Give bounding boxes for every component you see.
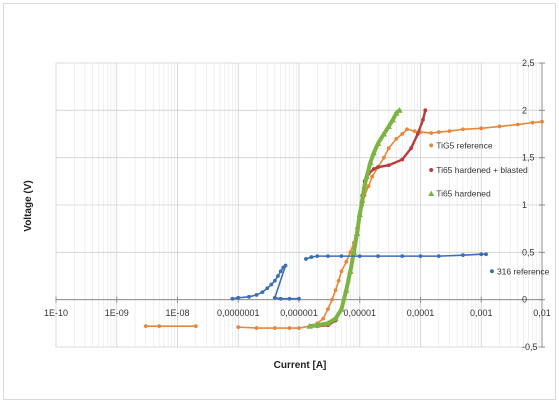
series-segment xyxy=(340,260,348,273)
series-segment xyxy=(357,198,365,217)
x-tick-label: 1E-09 xyxy=(105,308,129,318)
series-segment xyxy=(395,133,404,140)
series-segment xyxy=(327,298,333,310)
series-segment xyxy=(376,164,390,169)
series-segment xyxy=(360,184,367,203)
y-tick-label: 1,5 xyxy=(522,153,535,163)
series-segment xyxy=(437,254,464,257)
series-segment xyxy=(274,296,282,300)
y-tick-labels: -0,5 0 0,5 1 1,5 2 2,5 xyxy=(522,58,538,352)
series-segment xyxy=(498,123,519,128)
x-tick-label: 0,00001 xyxy=(343,308,376,318)
series-segment xyxy=(274,264,287,299)
series-segment xyxy=(409,132,419,150)
series-segment xyxy=(237,296,250,299)
series-segment xyxy=(331,289,337,301)
series-segment xyxy=(421,109,427,122)
series-segment xyxy=(364,160,373,179)
series-segment xyxy=(462,253,483,256)
x-axis-title: Current [A] xyxy=(274,360,327,371)
series-segment xyxy=(401,146,413,161)
y-tick-label: 1 xyxy=(522,200,527,210)
x-tick-label: 0,0001 xyxy=(407,308,435,318)
legend-label: 316 reference xyxy=(497,266,550,276)
x-tick-label: 0,000001 xyxy=(280,308,318,318)
x-tick-label: 1E-10 xyxy=(44,308,68,318)
series-segment xyxy=(383,147,390,159)
series-segment xyxy=(248,294,258,298)
series-segment xyxy=(430,131,440,134)
data-series xyxy=(143,107,544,330)
series-segment xyxy=(354,212,362,236)
x-tick-labels: 1E-10 1E-09 1E-08 0,0000001 0,000001 0,00001 0… xyxy=(44,308,551,318)
y-tick-label: 2,5 xyxy=(522,58,535,68)
legend-label: TiG5 reference xyxy=(436,140,493,150)
y-tick-label: 0,5 xyxy=(522,247,535,257)
series-segment xyxy=(322,308,329,320)
y-tick-label: 0 xyxy=(522,295,527,305)
legend-marker xyxy=(429,143,434,148)
series-segment xyxy=(316,317,324,325)
series-segment xyxy=(351,231,359,255)
series-segment xyxy=(448,128,464,132)
series-segment xyxy=(344,269,353,293)
series-segment xyxy=(339,288,349,312)
series-segment xyxy=(237,326,258,329)
series-segment xyxy=(266,283,273,290)
y-axis-title: Voltage (V) xyxy=(23,180,34,231)
series-segment xyxy=(277,270,282,277)
series-segment xyxy=(345,251,352,263)
x-tick-label: 0,0000001 xyxy=(217,308,260,318)
y-tick-label: -0,5 xyxy=(522,342,538,352)
series-segment xyxy=(337,270,343,282)
chart-border xyxy=(3,3,556,400)
series-segment xyxy=(255,291,264,296)
series-segment xyxy=(334,279,340,292)
legend-label: Ti65 hardened + blasted xyxy=(436,165,528,175)
series-segment xyxy=(305,256,313,260)
inline-legend: TiG5 reference Ti65 hardened + blasted Ti6… xyxy=(428,140,550,276)
series-segment xyxy=(406,128,416,132)
x-tick-label: 1E-08 xyxy=(165,308,189,318)
series-segment xyxy=(387,137,398,149)
legend-label: Ti65 hardened xyxy=(436,189,491,199)
x-tick-label: 0,01 xyxy=(533,308,551,318)
series-segment xyxy=(367,175,373,187)
series-3 xyxy=(230,252,488,301)
series-2 xyxy=(306,107,403,329)
series-segment xyxy=(310,255,319,258)
series-segment xyxy=(394,108,402,116)
series-segment xyxy=(231,296,240,300)
series-segment xyxy=(517,121,534,126)
legend-marker xyxy=(429,167,434,172)
series-segment xyxy=(419,131,432,134)
series-segment xyxy=(387,158,404,167)
series-segment xyxy=(480,125,501,130)
series-segment xyxy=(531,120,543,124)
series-segment xyxy=(274,275,279,282)
legend-marker xyxy=(489,269,494,274)
legend-marker xyxy=(428,190,435,197)
series-segment xyxy=(416,118,425,136)
series-segment xyxy=(270,279,276,286)
series-segment xyxy=(437,130,451,133)
series-segment xyxy=(401,128,408,135)
y-tick-label: 2 xyxy=(522,105,527,115)
series-segment xyxy=(462,127,483,131)
series-segment xyxy=(261,287,269,293)
x-tick-label: 0,001 xyxy=(470,308,493,318)
